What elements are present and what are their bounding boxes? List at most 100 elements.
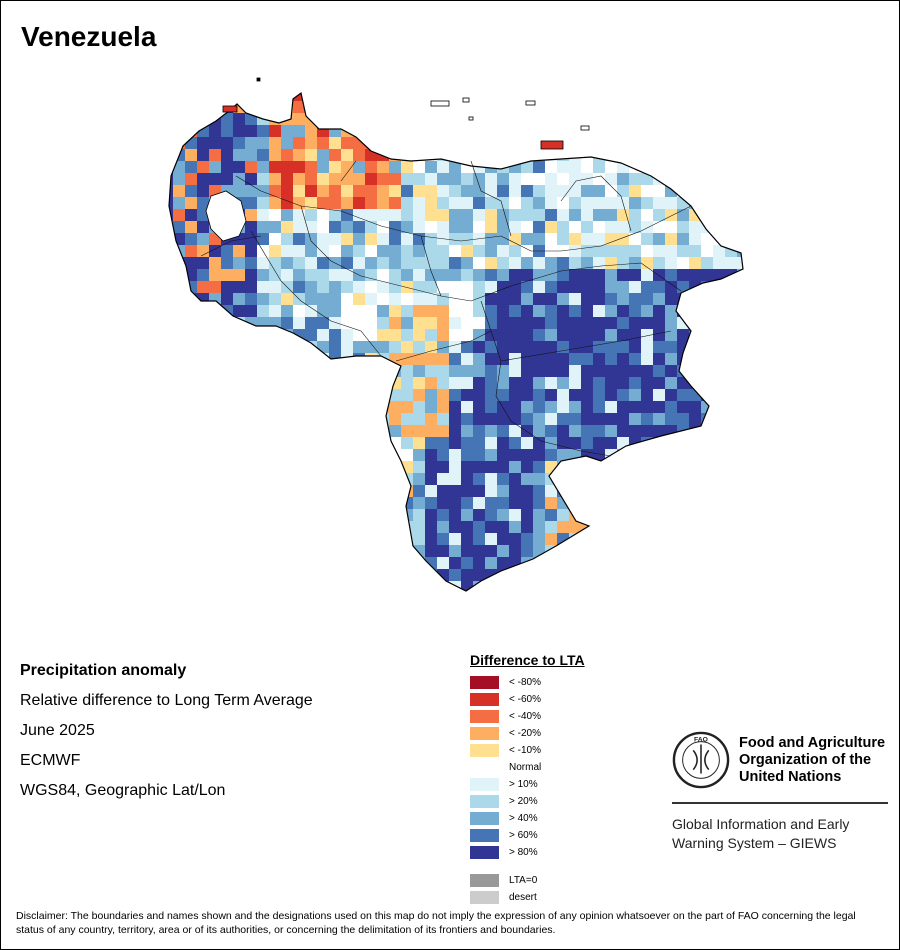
grid-cell xyxy=(209,449,221,461)
grid-cell xyxy=(617,269,629,281)
grid-cell xyxy=(209,413,221,425)
grid-cell xyxy=(389,269,401,281)
grid-cell xyxy=(449,485,461,497)
grid-cell xyxy=(377,185,389,197)
grid-cell xyxy=(389,93,401,101)
grid-cell xyxy=(353,497,365,509)
grid-cell xyxy=(209,329,221,341)
grid-cell xyxy=(473,473,485,485)
grid-cell xyxy=(653,449,665,461)
grid-cell xyxy=(425,305,437,317)
grid-cell xyxy=(245,353,257,365)
grid-cell xyxy=(173,197,185,209)
grid-cell xyxy=(545,173,557,185)
grid-cell xyxy=(233,329,245,341)
grid-cell xyxy=(341,593,353,605)
grid-cell xyxy=(605,269,617,281)
grid-cell xyxy=(749,569,761,581)
grid-cell xyxy=(509,329,521,341)
grid-cell xyxy=(245,509,257,521)
grid-cell xyxy=(173,281,185,293)
grid-cell xyxy=(533,473,545,485)
grid-cell xyxy=(401,305,413,317)
grid-cell xyxy=(641,425,653,437)
grid-cell xyxy=(737,233,743,245)
grid-cell xyxy=(329,293,341,305)
grid-cell xyxy=(533,125,545,137)
grid-cell xyxy=(485,93,497,101)
grid-cell xyxy=(329,197,341,209)
grid-cell xyxy=(341,113,353,125)
grid-cell xyxy=(737,425,743,437)
grid-cell xyxy=(641,101,653,113)
grid-cell xyxy=(305,269,317,281)
grid-cell xyxy=(269,437,281,449)
grid-cell xyxy=(617,185,629,197)
grid-cell xyxy=(533,149,545,161)
grid-cell xyxy=(281,569,293,581)
grid-cell xyxy=(209,173,221,185)
grid-cell xyxy=(353,257,365,269)
map-title: Venezuela xyxy=(21,21,157,52)
grid-cell xyxy=(461,569,473,581)
grid-cell xyxy=(617,581,629,591)
grid-cell xyxy=(173,545,185,557)
grid-cell xyxy=(581,485,593,497)
grid-cell xyxy=(365,389,377,401)
grid-cell xyxy=(689,521,701,533)
grid-cell xyxy=(401,233,413,245)
grid-cell xyxy=(677,137,689,149)
grid-cell xyxy=(545,233,557,245)
grid-cell xyxy=(629,293,641,305)
grid-cell xyxy=(461,497,473,509)
grid-cell xyxy=(293,485,305,497)
grid-cell xyxy=(245,329,257,341)
grid-cell xyxy=(569,353,581,365)
grid-cell xyxy=(713,305,725,317)
grid-cell xyxy=(221,293,233,305)
grid-cell xyxy=(569,341,581,353)
grid-cell xyxy=(605,149,617,161)
grid-cell xyxy=(473,509,485,521)
grid-cell xyxy=(437,197,449,209)
legend-swatch xyxy=(470,744,499,757)
grid-cell xyxy=(461,101,473,113)
grid-cell xyxy=(329,473,341,485)
grid-cell xyxy=(377,449,389,461)
grid-cell xyxy=(449,353,461,365)
grid-cell xyxy=(497,413,509,425)
legend-item-9: > 60% xyxy=(470,827,650,844)
state-boundary xyxy=(420,235,442,297)
grid-cell xyxy=(197,473,209,485)
grid-cell xyxy=(185,389,197,401)
grid-cell xyxy=(653,125,665,137)
grid-cell xyxy=(329,557,341,569)
grid-cell xyxy=(305,449,317,461)
grid-cell xyxy=(545,497,557,509)
grid-cell xyxy=(317,149,329,161)
grid-cell xyxy=(185,341,197,353)
grid-cell xyxy=(557,317,569,329)
grid-cell xyxy=(545,353,557,365)
grid-cell xyxy=(449,173,461,185)
grid-cell xyxy=(209,533,221,545)
grid-cell xyxy=(533,233,545,245)
grid-cell xyxy=(497,305,509,317)
grid-cell xyxy=(641,305,653,317)
grid-cell xyxy=(461,209,473,221)
grid-cell xyxy=(749,485,761,497)
grid-cell xyxy=(341,485,353,497)
grid-cell xyxy=(185,449,197,461)
grid-cell xyxy=(497,389,509,401)
grid-cell xyxy=(581,437,593,449)
grid-cell xyxy=(641,281,653,293)
grid-cell xyxy=(401,521,413,533)
grid-cell xyxy=(701,365,713,377)
grid-cell xyxy=(449,365,461,377)
grid-cell xyxy=(521,497,533,509)
grid-cell xyxy=(713,221,725,233)
grid-cell xyxy=(425,209,437,221)
grid-cell xyxy=(701,137,713,149)
grid-cell xyxy=(233,173,245,185)
grid-cell xyxy=(305,257,317,269)
